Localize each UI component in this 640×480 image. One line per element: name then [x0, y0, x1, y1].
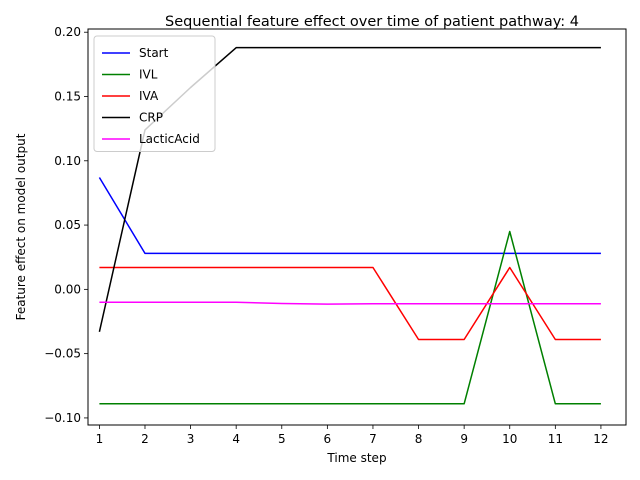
x-tick-label: 5 — [278, 432, 286, 446]
y-tick-label: 0.20 — [54, 25, 81, 39]
x-axis-label: Time step — [326, 451, 386, 465]
chart-title: Sequential feature effect over time of p… — [165, 14, 579, 30]
plot-frame — [87, 28, 627, 426]
series-line-ivl — [99, 230, 601, 405]
x-tick-label: 1 — [96, 432, 104, 446]
x-tick-label: 4 — [232, 432, 240, 446]
y-tick-label: 0.00 — [54, 282, 81, 296]
legend-label-ivl: IVL — [139, 68, 158, 82]
x-tick-label: 6 — [324, 432, 332, 446]
legend-label-start: Start — [139, 46, 169, 60]
legend: Start IVL IVA CRP LacticAcid — [93, 35, 216, 152]
x-tick-label: 3 — [187, 432, 195, 446]
x-tick-label: 8 — [415, 432, 423, 446]
series-line-lacticacid — [99, 301, 601, 305]
x-tick-label: 2 — [141, 432, 149, 446]
y-axis-label: Feature effect on model output — [14, 133, 28, 320]
x-tick-label: 7 — [369, 432, 377, 446]
legend-box — [93, 35, 216, 152]
legend-label-crp: CRP — [139, 111, 163, 125]
legend-label-iva: IVA — [139, 89, 159, 103]
series-line-start — [98, 177, 601, 255]
x-tick-label: 11 — [548, 432, 563, 446]
y-axis: −0.10 −0.05 0.00 0.05 0.10 0.15 0.20 — [44, 25, 88, 425]
y-tick-label: −0.10 — [44, 411, 81, 425]
x-tick-label: 9 — [460, 432, 468, 446]
x-tick-label: 12 — [593, 432, 608, 446]
x-tick-label: 10 — [502, 432, 517, 446]
y-tick-label: 0.05 — [54, 218, 81, 232]
y-tick-label: −0.05 — [44, 347, 81, 361]
y-tick-label: 0.10 — [54, 154, 81, 168]
legend-label-lacticacid: LacticAcid — [139, 132, 200, 146]
y-tick-label: 0.15 — [54, 90, 81, 104]
x-axis: 1 2 3 4 5 6 7 8 9 10 11 12 — [96, 425, 609, 446]
series-line-iva — [99, 266, 601, 341]
